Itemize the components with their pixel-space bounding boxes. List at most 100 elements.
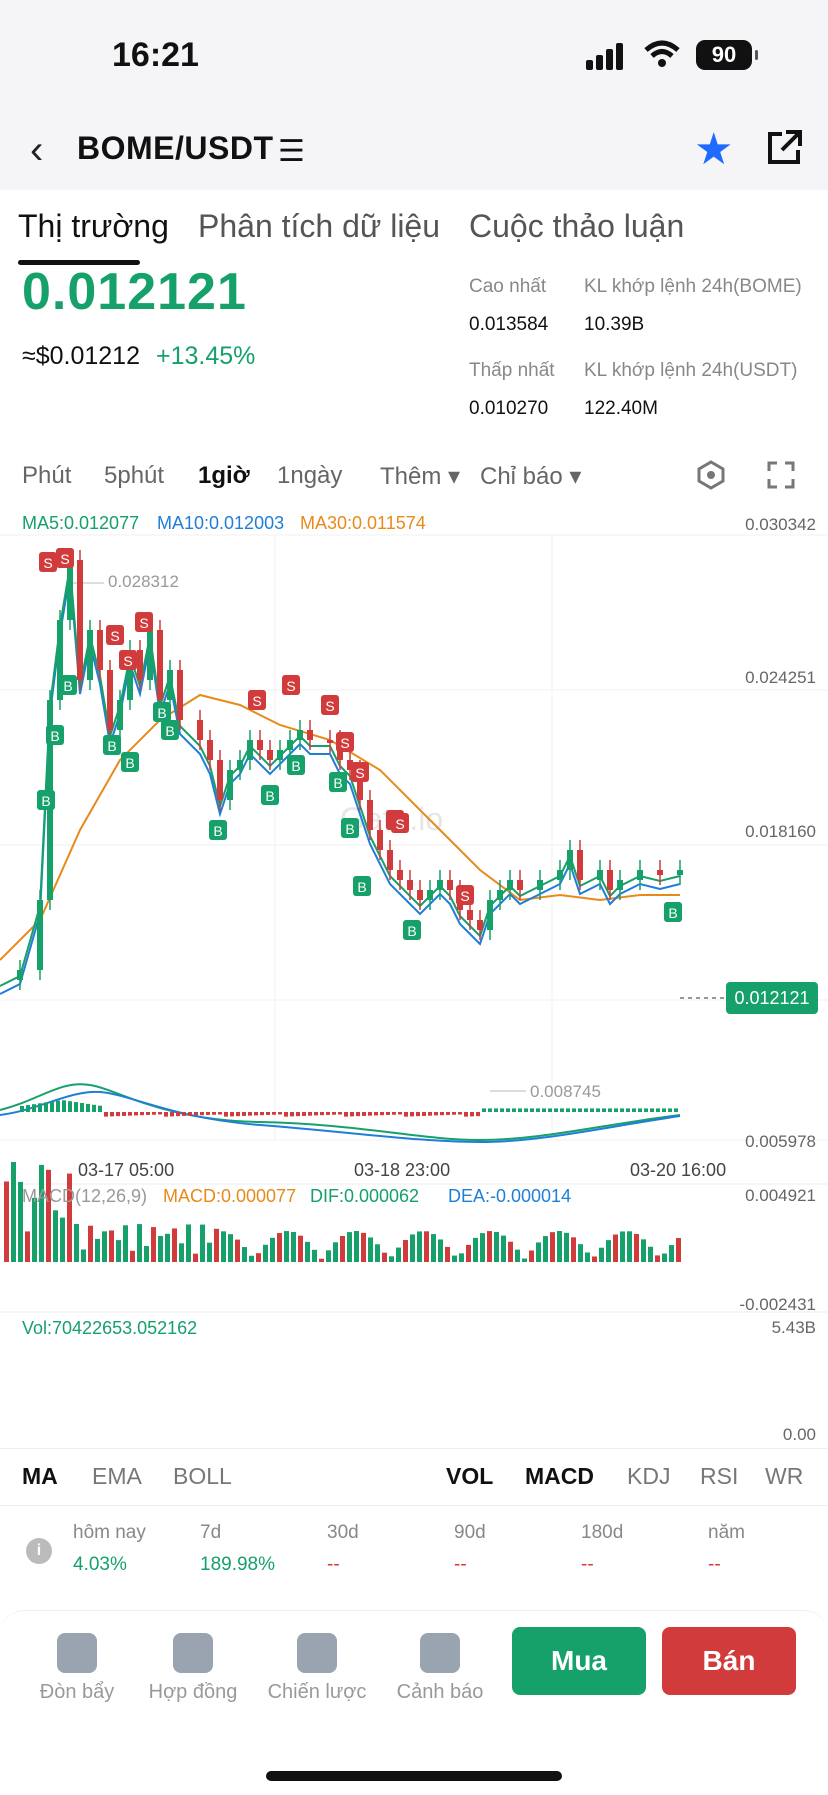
alert-button[interactable]: Cảnh báo bbox=[385, 1633, 495, 1704]
perf-value-7d: 189.98% bbox=[200, 1554, 276, 1575]
volume-bar bbox=[137, 1224, 142, 1262]
strategy-button[interactable]: Chiến lược bbox=[262, 1633, 372, 1704]
ind-wr[interactable]: WR bbox=[765, 1463, 804, 1489]
macd-bar bbox=[356, 1112, 360, 1117]
back-icon[interactable]: ‹ bbox=[30, 128, 44, 172]
macd-bar bbox=[482, 1108, 486, 1112]
volume-bar bbox=[375, 1244, 380, 1262]
candle-body bbox=[237, 760, 243, 770]
marker-label: B bbox=[165, 723, 174, 739]
macd-value: MACD:0.000077 bbox=[163, 1186, 297, 1206]
macd-bar bbox=[110, 1112, 114, 1117]
perf-value-year: -- bbox=[708, 1554, 721, 1575]
volume-bar bbox=[424, 1231, 429, 1262]
sell-marker bbox=[391, 813, 409, 833]
volume-bar bbox=[620, 1231, 625, 1262]
pair-title[interactable]: BOME/USDT bbox=[77, 130, 274, 166]
ind-macd[interactable]: MACD bbox=[525, 1463, 594, 1489]
perf-label-today: hôm nay bbox=[73, 1522, 146, 1543]
candle-body bbox=[177, 670, 183, 720]
date-label-3: 03-20 16:00 bbox=[630, 1160, 727, 1180]
tf-1day[interactable]: 1ngày bbox=[277, 462, 343, 489]
tf-more[interactable]: Thêm ▾ bbox=[380, 463, 461, 490]
macd-bar bbox=[572, 1108, 576, 1112]
pair-list-icon[interactable]: ☰ bbox=[278, 135, 305, 168]
fullscreen-icon[interactable] bbox=[766, 460, 796, 490]
info-icon[interactable]: i bbox=[26, 1538, 52, 1564]
candle-body bbox=[227, 770, 233, 800]
status-bar: 16:21 90 bbox=[0, 0, 828, 110]
vol-base-label: KL khớp lệnh 24h(BOME) bbox=[584, 276, 802, 297]
marker-label: S bbox=[139, 615, 148, 631]
tab-data-analysis[interactable]: Phân tích dữ liệu bbox=[198, 208, 441, 244]
candlestick-chart[interactable]: Gate.io SSSSSSSSSSSSSBBBBBBBBBBBBBBB bbox=[0, 500, 828, 1500]
macd-bar bbox=[398, 1112, 402, 1115]
tf-5min[interactable]: 5phút bbox=[104, 462, 165, 489]
candle-body bbox=[307, 730, 313, 740]
volume-bar bbox=[571, 1237, 576, 1262]
candle-body bbox=[567, 850, 573, 870]
macd-bar bbox=[458, 1112, 462, 1115]
settings-icon[interactable] bbox=[696, 460, 726, 490]
marker-label: S bbox=[252, 693, 261, 709]
y-label-3: 0.018160 bbox=[745, 822, 816, 841]
sell-button[interactable]: Bán bbox=[662, 1627, 796, 1695]
leverage-button[interactable]: Đòn bẩy bbox=[22, 1633, 132, 1704]
dif-value: DIF:0.000062 bbox=[310, 1186, 420, 1206]
candle-body bbox=[557, 870, 563, 880]
macd-bar bbox=[584, 1108, 588, 1112]
volume-bar bbox=[676, 1238, 681, 1262]
perf-label-30d: 30d bbox=[327, 1522, 359, 1543]
sell-marker bbox=[106, 625, 124, 645]
volume-bar bbox=[361, 1232, 366, 1262]
contract-icon bbox=[173, 1633, 213, 1673]
buy-marker bbox=[37, 790, 55, 810]
macd-bottom: -0.002431 bbox=[739, 1295, 816, 1314]
price-change: +13.45% bbox=[156, 342, 256, 370]
tab-market[interactable]: Thị trường bbox=[18, 208, 169, 244]
tab-discussion[interactable]: Cuộc thảo luận bbox=[469, 208, 685, 244]
candle-body bbox=[437, 880, 443, 890]
ind-vol[interactable]: VOL bbox=[446, 1463, 494, 1489]
ind-boll[interactable]: BOLL bbox=[173, 1463, 232, 1489]
sell-marker bbox=[456, 885, 474, 905]
macd-bar bbox=[92, 1104, 96, 1112]
volume-bar bbox=[305, 1241, 310, 1262]
favorite-star-icon[interactable]: ★ bbox=[694, 125, 734, 174]
volume-bar bbox=[550, 1232, 555, 1262]
macd-bar bbox=[278, 1112, 282, 1115]
macd-bar bbox=[206, 1112, 210, 1115]
perf-label-180d: 180d bbox=[581, 1522, 624, 1543]
contract-button[interactable]: Hợp đồng bbox=[138, 1633, 248, 1704]
volume-bar bbox=[410, 1234, 415, 1262]
ind-ma[interactable]: MA bbox=[22, 1463, 58, 1489]
share-icon[interactable] bbox=[764, 128, 804, 168]
macd-bar bbox=[272, 1112, 276, 1115]
ind-rsi[interactable]: RSI bbox=[700, 1463, 739, 1489]
macd-bar bbox=[290, 1112, 294, 1117]
last-price: 0.012121 bbox=[22, 263, 247, 321]
volume-bar bbox=[522, 1258, 527, 1262]
macd-bar bbox=[476, 1112, 480, 1117]
volume-bar bbox=[11, 1162, 16, 1262]
macd-bar bbox=[632, 1108, 636, 1112]
macd-bar bbox=[512, 1108, 516, 1112]
candle-body bbox=[247, 740, 253, 760]
candle-body bbox=[597, 870, 603, 880]
volume-bar bbox=[242, 1247, 247, 1262]
ind-ema[interactable]: EMA bbox=[92, 1463, 142, 1489]
tf-1hour[interactable]: 1giờ bbox=[198, 462, 250, 489]
volume-bar bbox=[515, 1249, 520, 1262]
tf-minute[interactable]: Phút bbox=[22, 462, 72, 489]
macd-bar bbox=[404, 1112, 408, 1117]
perf-label-year: năm bbox=[708, 1522, 745, 1543]
macd-bar bbox=[668, 1108, 672, 1112]
volume-bar bbox=[662, 1253, 667, 1262]
volume-bar bbox=[585, 1252, 590, 1262]
marker-label: S bbox=[460, 888, 469, 904]
macd-bar bbox=[296, 1112, 300, 1117]
ind-kdj[interactable]: KDJ bbox=[627, 1463, 671, 1489]
macd-bar bbox=[638, 1108, 642, 1112]
buy-button[interactable]: Mua bbox=[512, 1627, 646, 1695]
tf-indicators[interactable]: Chỉ báo ▾ bbox=[480, 463, 582, 490]
